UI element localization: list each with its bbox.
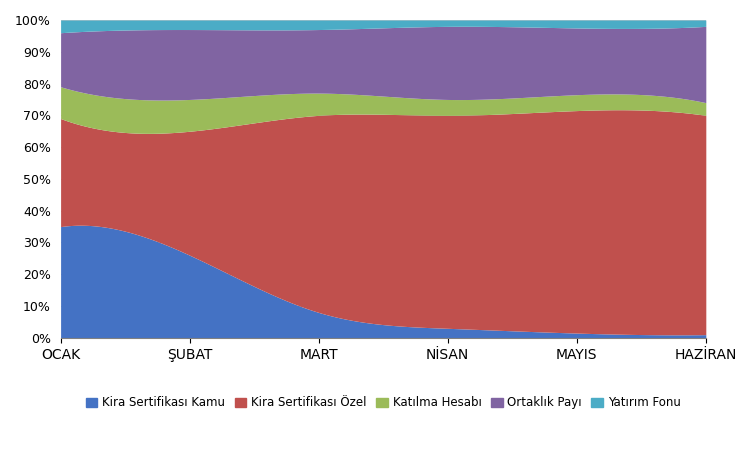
Legend: Kira Sertifikası Kamu, Kira Sertifikası Özel, Katılma Hesabı, Ortaklık Payı, Yat: Kira Sertifikası Kamu, Kira Sertifikası … [80, 391, 686, 414]
